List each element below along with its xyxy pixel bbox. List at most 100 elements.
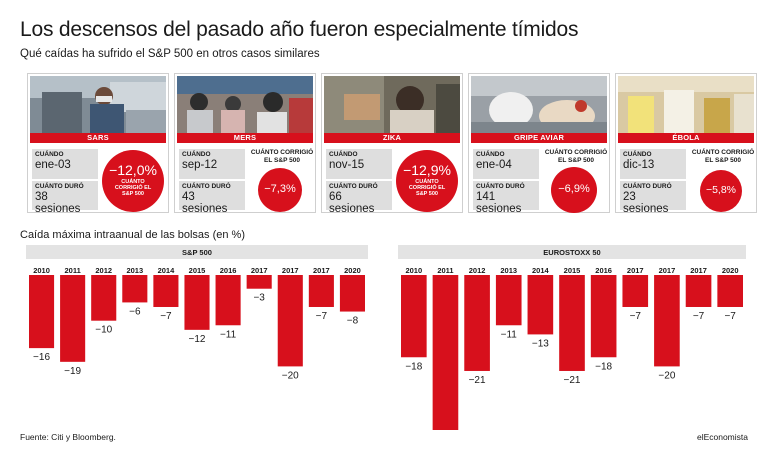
- data-label-sp500-8: −20: [282, 370, 299, 381]
- chart-title-sp500: S&P 500: [182, 248, 212, 257]
- x-tick-label-sp500-8: 2017: [282, 266, 299, 275]
- data-label-eurostoxx-5: −21: [564, 375, 581, 386]
- photo-zika: [324, 76, 460, 134]
- x-tick-label-eurostoxx-6: 2016: [595, 266, 612, 275]
- data-label-eurostoxx-6: −18: [595, 361, 612, 372]
- data-label-eurostoxx-7: −7: [630, 311, 642, 322]
- cuando-value: ene-04: [476, 159, 512, 171]
- cuando-value: nov-15: [329, 159, 365, 171]
- bar-eurostoxx-7: [622, 275, 649, 307]
- data-label-eurostoxx-9: −7: [693, 311, 705, 322]
- corrigio-label: CUÁNTO CORRIGIÓ EL S&P 500: [114, 179, 152, 197]
- epidemic-cards: SARS CUÁNDO ene-03 CUÁNTO DURÓ 38 sesion…: [27, 73, 757, 215]
- x-tick-label-sp500-3: 2013: [126, 266, 143, 275]
- x-tick-label-eurostoxx-1: 2011: [437, 266, 453, 275]
- bar-sp500-4: [153, 275, 179, 307]
- photo-sars: [30, 76, 166, 134]
- card-ebola: ÉBOLA CUÁNDO dic-13 CUÁNTO DURÓ 23 sesio…: [615, 73, 757, 215]
- bar-sp500-2: [91, 275, 117, 321]
- bar-sp500-9: [308, 275, 334, 307]
- photo-gripe-aviar: [471, 76, 607, 134]
- corrigio-value: −7,3%: [264, 183, 296, 195]
- bar-sp500-0: [29, 275, 55, 349]
- bar-sp500-3: [122, 275, 148, 303]
- corrigio-value: −5,8%: [705, 184, 737, 196]
- cuando-box: CUÁNDO nov-15: [326, 149, 392, 179]
- card-title: SARS: [30, 133, 166, 143]
- data-label-eurostoxx-4: −13: [532, 338, 549, 349]
- x-tick-label-eurostoxx-4: 2014: [532, 266, 550, 275]
- cuando-label: CUÁNDO: [329, 151, 358, 158]
- x-tick-label-sp500-6: 2016: [220, 266, 237, 275]
- chart-header-band-eurostoxx: [398, 245, 746, 259]
- card-title: MERS: [177, 133, 313, 143]
- duro-value: 38 sesiones: [35, 191, 81, 215]
- card-zika: ZIKA CUÁNDO nov-15 CUÁNTO DURÓ 66 sesion…: [321, 73, 463, 215]
- data-label-sp500-10: −8: [347, 316, 359, 327]
- card-gripe-aviar: GRIPE AVIAR CUÁNDO ene-04 CUÁNTO DURÓ 14…: [468, 73, 610, 215]
- corrigio-label: CUÁNTO CORRIGIÓ EL S&P 500: [250, 149, 314, 164]
- data-label-sp500-9: −7: [316, 311, 328, 322]
- bar-eurostoxx-0: [401, 275, 427, 358]
- bar-eurostoxx-5: [559, 275, 585, 371]
- duro-box: CUÁNTO DURÓ 23 sesiones: [620, 181, 686, 215]
- x-tick-label-eurostoxx-10: 2020: [722, 266, 739, 275]
- duro-box: CUÁNTO DURÓ 66 sesiones: [326, 181, 392, 215]
- cuando-box: CUÁNDO sep-12: [179, 149, 245, 179]
- data-label-eurostoxx-10: −7: [724, 311, 736, 322]
- corrigio-value: −12,9%: [403, 162, 451, 178]
- bar-charts: S&P 500 2010 −16 2011 −19 2012 −10 2013 −6 2014 −7…: [26, 245, 746, 430]
- duro-value: 23 sesiones: [623, 191, 669, 215]
- cuando-label: CUÁNDO: [35, 151, 64, 158]
- chart-header-band-sp500: [26, 245, 368, 259]
- bar-sp500-1: [60, 275, 86, 362]
- corrigio-circle: −12,9% CUÁNTO CORRIGIÓ EL S&P 500: [396, 150, 458, 212]
- corrigio-circle: −6,9%: [551, 167, 597, 213]
- x-tick-label-sp500-4: 2014: [158, 266, 176, 275]
- duro-box: CUÁNTO DURÓ 38 sesiones: [32, 181, 98, 215]
- x-tick-label-sp500-10: 2020: [344, 266, 361, 275]
- x-tick-label-eurostoxx-2: 2012: [469, 266, 486, 275]
- source-note: Fuente: Citi y Bloomberg.: [20, 432, 116, 442]
- card-title: GRIPE AVIAR: [471, 133, 607, 143]
- x-tick-label-sp500-2: 2012: [95, 266, 112, 275]
- data-label-sp500-7: −3: [253, 293, 265, 304]
- cuando-box: CUÁNDO ene-03: [32, 149, 98, 179]
- data-label-sp500-0: −16: [33, 352, 50, 363]
- duro-box: CUÁNTO DURÓ 43 sesiones: [179, 181, 245, 215]
- page-title: Los descensos del pasado año fueron espe…: [20, 18, 579, 41]
- data-label-eurostoxx-8: −20: [658, 370, 675, 381]
- bar-eurostoxx-9: [685, 275, 712, 307]
- bar-eurostoxx-2: [464, 275, 490, 371]
- x-tick-label-sp500-7: 2017: [251, 266, 268, 275]
- duro-label: CUÁNTO DURÓ: [476, 183, 525, 190]
- cuando-value: sep-12: [182, 159, 218, 171]
- photo-ebola: [618, 76, 754, 134]
- cuando-box: CUÁNDO ene-04: [473, 149, 539, 179]
- duro-label: CUÁNTO DURÓ: [329, 183, 378, 190]
- corrigio-value: −6,9%: [558, 183, 590, 195]
- card-title: ZIKA: [324, 133, 460, 143]
- data-label-sp500-6: −11: [220, 329, 237, 340]
- x-tick-label-eurostoxx-7: 2017: [627, 266, 644, 275]
- x-tick-label-eurostoxx-9: 2017: [690, 266, 707, 275]
- corrigio-label: CUÁNTO CORRIGIÓ EL S&P 500: [408, 179, 446, 197]
- cuando-label: CUÁNDO: [476, 151, 505, 158]
- corrigio-label: CUÁNTO CORRIGIÓ EL S&P 500: [691, 149, 755, 164]
- corrigio-circle: −7,3%: [258, 168, 302, 212]
- duro-value: 43 sesiones: [182, 191, 228, 215]
- duro-box: CUÁNTO DURÓ 141 sesiones: [473, 181, 539, 215]
- bar-eurostoxx-4: [527, 275, 554, 335]
- card-title: ÉBOLA: [618, 133, 754, 143]
- bar-sp500-5: [184, 275, 210, 330]
- data-label-sp500-5: −12: [189, 334, 206, 345]
- corrigio-label: CUÁNTO CORRIGIÓ EL S&P 500: [544, 149, 608, 164]
- cuando-label: CUÁNDO: [623, 151, 652, 158]
- bar-sp500-6: [215, 275, 241, 326]
- duro-label: CUÁNTO DURÓ: [182, 183, 231, 190]
- brand-logo: elEconomista: [696, 432, 748, 442]
- bar-eurostoxx-1: [432, 275, 459, 430]
- data-label-sp500-1: −19: [64, 366, 81, 377]
- bar-eurostoxx-10: [717, 275, 743, 307]
- bar-sp500-10: [339, 275, 365, 312]
